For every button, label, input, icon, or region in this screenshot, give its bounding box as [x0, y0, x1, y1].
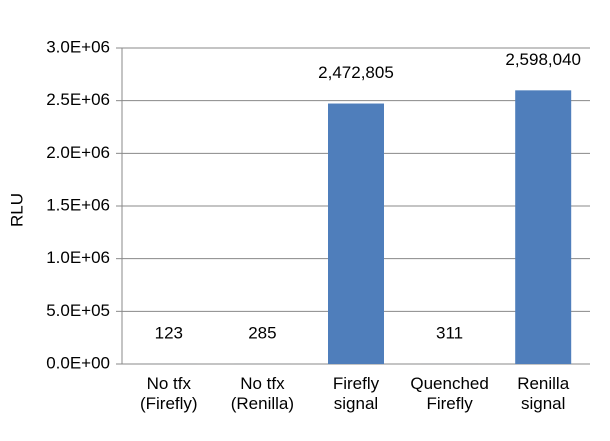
x-tick-label: No tfx (Firefly) — [139, 374, 198, 413]
value-label: 123 — [155, 323, 183, 342]
x-tick-label: Renilla signal — [517, 374, 570, 413]
y-tick-label: 3.0E+06 — [46, 37, 110, 56]
x-tick-label: Quenched Firefly — [410, 374, 489, 413]
y-tick-label: 2.5E+06 — [46, 90, 110, 109]
bar — [515, 90, 572, 365]
x-tick-label: No tfx (Renilla) — [230, 374, 295, 413]
y-tick-label: 1.0E+06 — [46, 248, 110, 267]
value-label: 2,472,805 — [318, 63, 394, 82]
value-label: 285 — [248, 323, 276, 342]
x-tick-label: Firefly signal — [332, 374, 380, 413]
y-tick-label: 1.5E+06 — [46, 195, 110, 214]
y-tick-label: 0.0E+00 — [46, 353, 110, 372]
bar — [328, 103, 384, 365]
value-label: 311 — [436, 323, 463, 342]
value-label: 2,598,040 — [505, 50, 581, 69]
y-tick-label: 2.0E+06 — [46, 143, 110, 162]
y-axis-title: RLU — [7, 193, 26, 227]
y-tick-label: 5.0E+05 — [46, 301, 110, 320]
